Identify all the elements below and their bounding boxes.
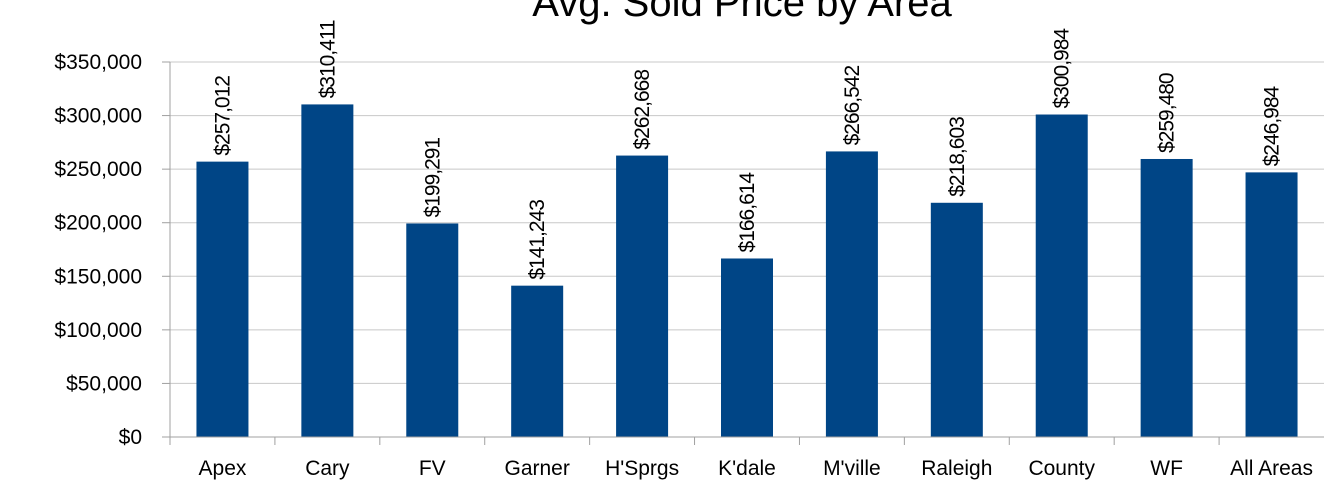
y-tick-label: $350,000: [54, 51, 142, 74]
y-tick-label: $250,000: [54, 158, 142, 181]
x-category-label: Apex: [199, 457, 247, 480]
data-label: $262,668: [631, 70, 654, 150]
x-category-label: H'Sprgs: [605, 457, 679, 480]
x-category-label: WF: [1150, 457, 1183, 480]
data-label: $199,291: [421, 138, 444, 218]
data-label: $166,614: [736, 172, 759, 253]
data-label: $246,984: [1261, 85, 1284, 166]
data-label: $218,603: [946, 117, 969, 197]
bar: [930, 202, 983, 437]
bar: [406, 223, 459, 437]
x-category-label: Garner: [505, 457, 570, 480]
bars: [196, 104, 1298, 438]
data-labels: $257,012 $310,411 $199,291 $141,243 $262,668…: [211, 20, 1283, 280]
x-axis-category-labels: Apex Cary FV Garner H'Sprgs K'dale M'ville Rale…: [169, 437, 1313, 480]
bar: [616, 155, 669, 437]
y-tick-label: $150,000: [54, 265, 142, 288]
bar: [1140, 158, 1193, 437]
data-label: $259,480: [1156, 73, 1179, 153]
y-tick-label: $300,000: [54, 105, 142, 128]
data-label: $310,411: [316, 20, 339, 98]
y-tick-label: $100,000: [54, 319, 142, 342]
y-tick-label: $0: [119, 426, 142, 449]
x-category-label: Cary: [305, 457, 350, 480]
x-category-label: All Areas: [1230, 457, 1313, 480]
x-category-label: M'ville: [823, 457, 881, 480]
bar: [196, 161, 249, 437]
data-label: $141,243: [526, 200, 549, 280]
x-category-label: FV: [419, 457, 446, 480]
bar: [1245, 172, 1298, 438]
bar: [301, 104, 354, 438]
data-label: $257,012: [211, 76, 234, 156]
bar: [825, 151, 878, 437]
data-label: $266,542: [841, 66, 864, 146]
bar: [511, 285, 564, 437]
y-axis-tick-labels: $0 $50,000 $100,000 $150,000 $200,000 $250,00…: [54, 51, 170, 449]
bar: [721, 258, 773, 437]
x-category-label: K'dale: [718, 457, 776, 480]
bar: [1035, 114, 1088, 437]
y-tick-label: $50,000: [66, 372, 142, 395]
x-category-label: Raleigh: [921, 457, 992, 480]
y-tick-label: $200,000: [54, 212, 142, 235]
chart-title: Avg. Sold Price by Area: [532, 0, 952, 25]
x-category-label: County: [1028, 457, 1095, 480]
data-label: $300,984: [1051, 28, 1074, 109]
